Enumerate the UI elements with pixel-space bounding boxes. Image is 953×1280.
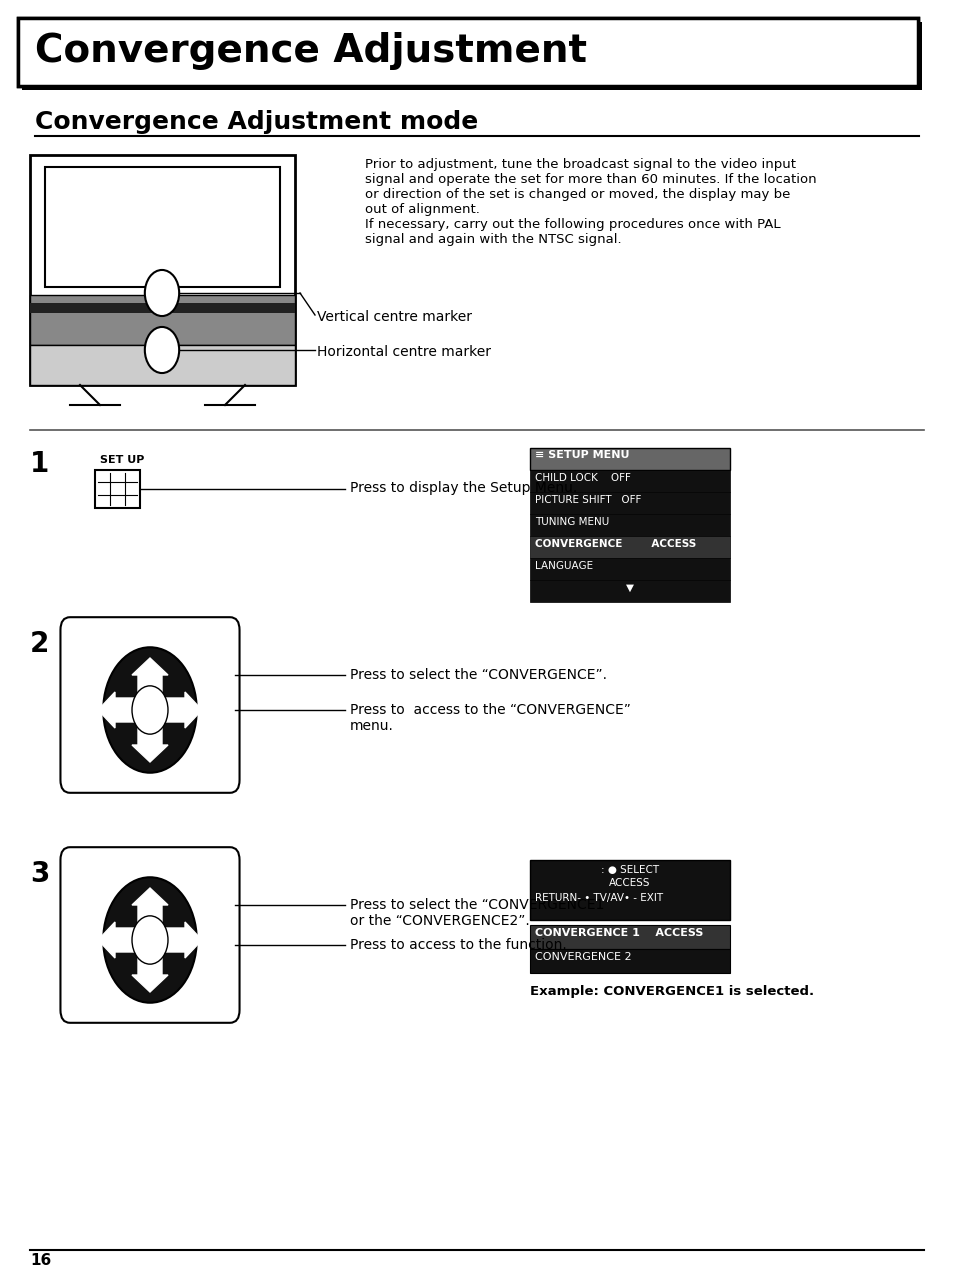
Circle shape bbox=[145, 326, 179, 372]
Text: Vertical centre marker: Vertical centre marker bbox=[316, 310, 472, 324]
Polygon shape bbox=[165, 922, 202, 957]
Text: -: - bbox=[105, 704, 112, 719]
Bar bbox=[95, 470, 140, 508]
Text: -: - bbox=[105, 934, 112, 950]
Bar bbox=[530, 448, 729, 470]
Text: CONVERGENCE 2: CONVERGENCE 2 bbox=[535, 952, 631, 963]
Text: Press to access to the function.: Press to access to the function. bbox=[350, 938, 566, 952]
Text: +: + bbox=[186, 704, 198, 719]
Text: Horizontal centre marker: Horizontal centre marker bbox=[316, 346, 491, 358]
Polygon shape bbox=[98, 692, 135, 728]
Text: Press to select the “CONVERGENCE1”
or the “CONVERGENCE2”.: Press to select the “CONVERGENCE1” or th… bbox=[350, 899, 611, 928]
Bar bbox=[45, 166, 280, 287]
Text: +: + bbox=[186, 934, 198, 950]
Text: Example: CONVERGENCE1 is selected.: Example: CONVERGENCE1 is selected. bbox=[530, 986, 813, 998]
Circle shape bbox=[145, 270, 179, 316]
Text: 3: 3 bbox=[30, 860, 50, 888]
Bar bbox=[530, 536, 729, 558]
Bar bbox=[530, 925, 729, 948]
Bar bbox=[18, 18, 917, 86]
Bar bbox=[530, 558, 729, 580]
Bar bbox=[30, 155, 294, 385]
Text: Press to display the Setup Menu.: Press to display the Setup Menu. bbox=[350, 481, 577, 495]
Circle shape bbox=[103, 877, 196, 1002]
Text: SET UP: SET UP bbox=[100, 454, 144, 465]
Bar bbox=[530, 580, 729, 602]
Text: ∧: ∧ bbox=[145, 662, 155, 675]
Bar bbox=[30, 294, 294, 346]
Bar bbox=[30, 346, 294, 385]
Bar bbox=[30, 303, 294, 314]
Text: 2: 2 bbox=[30, 630, 50, 658]
Text: TUNING MENU: TUNING MENU bbox=[535, 517, 609, 527]
Text: 16: 16 bbox=[30, 1253, 51, 1268]
Text: ≡ SETUP MENU: ≡ SETUP MENU bbox=[535, 451, 629, 460]
Circle shape bbox=[132, 916, 168, 964]
Text: : ● SELECT: : ● SELECT bbox=[600, 865, 659, 876]
Text: Convergence Adjustment: Convergence Adjustment bbox=[35, 32, 586, 70]
Circle shape bbox=[132, 686, 168, 735]
Polygon shape bbox=[98, 922, 135, 957]
Bar bbox=[530, 492, 729, 515]
Bar bbox=[530, 948, 729, 973]
Polygon shape bbox=[132, 955, 168, 992]
Text: V: V bbox=[145, 745, 154, 759]
Text: ▼: ▼ bbox=[625, 582, 634, 593]
Text: CONVERGENCE 1    ACCESS: CONVERGENCE 1 ACCESS bbox=[535, 928, 702, 938]
Text: Press to select the “CONVERGENCE”.: Press to select the “CONVERGENCE”. bbox=[350, 668, 606, 682]
Text: RETURN- • TV/AV• - EXIT: RETURN- • TV/AV• - EXIT bbox=[535, 893, 662, 902]
Text: V: V bbox=[145, 975, 154, 988]
Polygon shape bbox=[132, 658, 168, 695]
Bar bbox=[530, 515, 729, 536]
Bar bbox=[530, 860, 729, 920]
Text: 1: 1 bbox=[30, 451, 50, 477]
Bar bbox=[530, 470, 729, 492]
Bar bbox=[18, 18, 917, 86]
Polygon shape bbox=[132, 724, 168, 762]
Text: CONVERGENCE        ACCESS: CONVERGENCE ACCESS bbox=[535, 539, 696, 549]
Text: Press to  access to the “CONVERGENCE”
menu.: Press to access to the “CONVERGENCE” men… bbox=[350, 703, 630, 733]
Polygon shape bbox=[132, 888, 168, 925]
Text: PICTURE SHIFT   OFF: PICTURE SHIFT OFF bbox=[535, 495, 640, 506]
Text: ∧: ∧ bbox=[145, 891, 155, 905]
Polygon shape bbox=[165, 692, 202, 728]
Circle shape bbox=[103, 648, 196, 773]
Text: CHILD LOCK    OFF: CHILD LOCK OFF bbox=[535, 474, 630, 483]
Bar bbox=[22, 22, 921, 90]
Text: Prior to adjustment, tune the broadcast signal to the video input
signal and ope: Prior to adjustment, tune the broadcast … bbox=[365, 157, 816, 246]
Text: Convergence Adjustment mode: Convergence Adjustment mode bbox=[35, 110, 477, 134]
Text: LANGUAGE: LANGUAGE bbox=[535, 561, 593, 571]
Text: ACCESS: ACCESS bbox=[609, 878, 650, 888]
